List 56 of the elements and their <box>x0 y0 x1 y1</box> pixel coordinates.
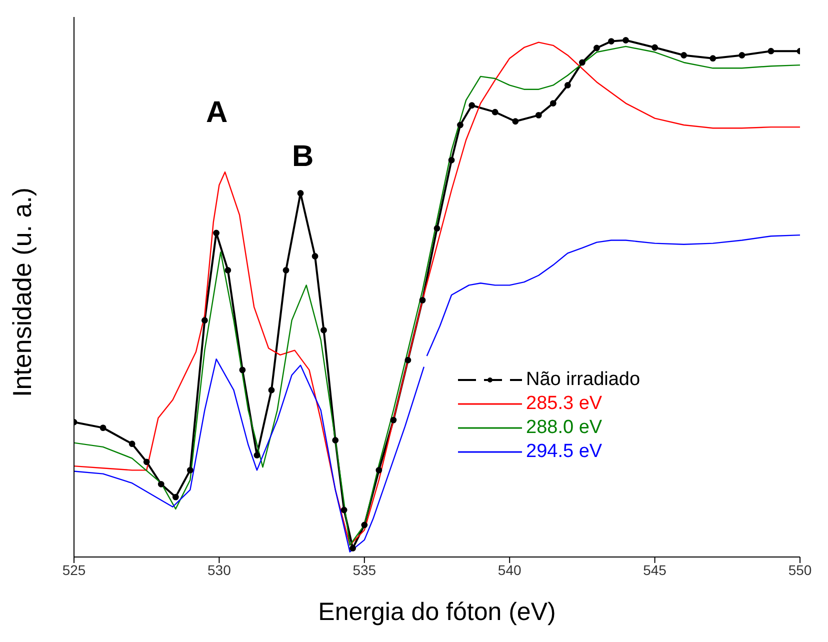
point <box>340 506 348 514</box>
point <box>594 44 600 52</box>
point <box>404 356 412 364</box>
point <box>512 118 519 125</box>
legend-label: 285.3 eV <box>526 393 602 415</box>
point <box>297 190 304 196</box>
point <box>376 466 382 474</box>
point <box>186 466 194 474</box>
legend-label: Não irradiado <box>526 369 640 391</box>
point <box>768 48 774 54</box>
x-tick-label: 530 <box>208 562 232 578</box>
point <box>579 59 586 66</box>
point <box>419 296 426 304</box>
point <box>457 122 464 128</box>
point <box>172 494 179 500</box>
point <box>143 458 150 466</box>
x-tick-label: 540 <box>498 562 522 578</box>
point <box>332 437 339 444</box>
point <box>320 326 327 334</box>
x-tick-label: 545 <box>643 562 667 578</box>
annotation: B <box>292 140 314 174</box>
point <box>128 440 136 448</box>
annotation: A <box>206 96 228 130</box>
point <box>268 386 275 394</box>
point <box>738 52 746 58</box>
legend-label: 294.5 eV <box>526 441 602 463</box>
point <box>564 82 571 88</box>
x-tick-label: 550 <box>788 562 812 578</box>
point <box>282 267 290 274</box>
point <box>361 522 368 528</box>
point <box>448 156 455 164</box>
point <box>652 44 658 51</box>
point <box>350 545 356 552</box>
point <box>468 102 476 109</box>
y-axis-title: Intensidade (u. a.) <box>7 187 38 397</box>
point <box>239 366 246 374</box>
point <box>158 480 164 488</box>
point <box>390 416 397 424</box>
point <box>254 452 260 458</box>
point <box>535 112 542 118</box>
point <box>608 38 614 44</box>
point <box>680 52 688 58</box>
point <box>100 424 106 432</box>
point <box>710 55 716 62</box>
point <box>550 100 556 106</box>
point <box>224 267 232 274</box>
point <box>201 317 208 324</box>
point <box>213 230 220 236</box>
x-tick-label: 525 <box>62 562 86 578</box>
legend-label: 288.0 eV <box>526 417 602 439</box>
point <box>622 37 629 44</box>
point <box>434 225 440 232</box>
point <box>312 253 318 260</box>
point <box>492 108 498 116</box>
x-tick-label: 535 <box>352 562 376 578</box>
x-axis-title: Energia do fóton (eV) <box>318 598 556 626</box>
